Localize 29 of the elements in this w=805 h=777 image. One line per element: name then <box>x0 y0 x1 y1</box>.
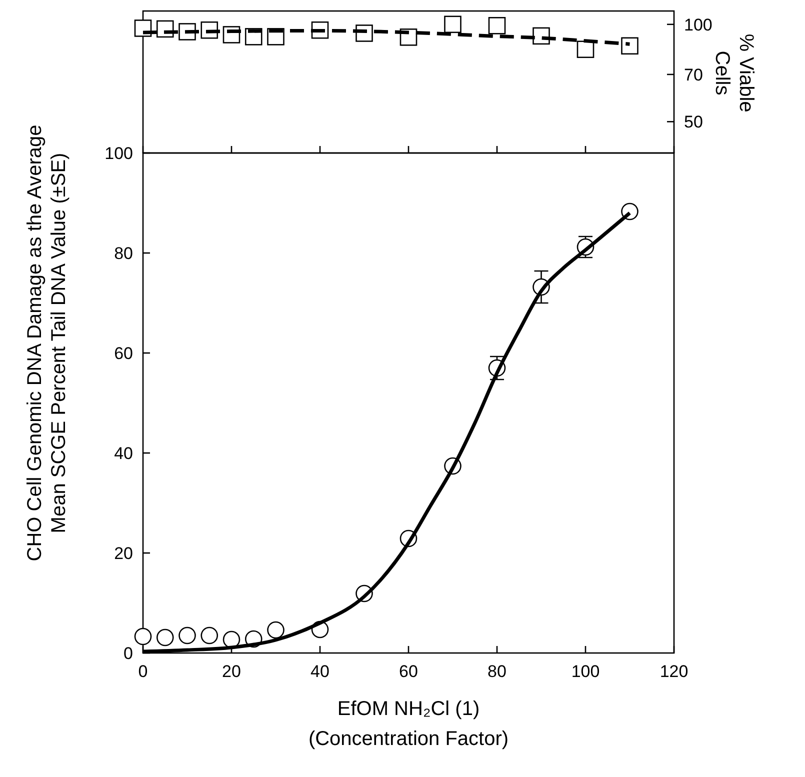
x-tick-label: 80 <box>488 662 506 681</box>
x-tick-label: 120 <box>660 662 688 681</box>
point <box>156 628 174 646</box>
x-tick-label: 100 <box>571 662 600 681</box>
point <box>222 630 240 648</box>
point <box>134 628 152 646</box>
y-tick-label: 0 <box>124 644 133 663</box>
y-tick-label: 80 <box>114 244 133 263</box>
y-tick-label: 100 <box>104 144 133 163</box>
y-axis-title: CHO Cell Genomic DNA Damage as the Average Mean SCGE Percent Tail DNA Value (±SE) <box>24 124 70 562</box>
x-tick-label: 0 <box>138 662 148 681</box>
point <box>621 37 638 55</box>
point <box>178 626 196 644</box>
y2-tick-label: 100 <box>684 15 712 34</box>
point <box>576 40 594 58</box>
x-tick-label: 20 <box>222 662 241 681</box>
point <box>200 626 218 644</box>
y2-axis-title: % Viable Cells <box>711 34 757 112</box>
point <box>444 16 462 34</box>
point <box>267 621 284 639</box>
x-axis-title: EfOM NH₂Cl (1) (Concentration Factor) <box>308 698 509 750</box>
x-tick-label: 60 <box>399 662 418 681</box>
x-tick-label: 40 <box>310 662 330 681</box>
y2-tick-label: 70 <box>684 65 703 84</box>
y-tick-label: 40 <box>114 444 133 463</box>
y2-tick-label: 50 <box>684 112 703 132</box>
y-tick-label: 60 <box>114 344 133 363</box>
point <box>488 17 506 34</box>
y-tick-label: 20 <box>114 544 133 563</box>
